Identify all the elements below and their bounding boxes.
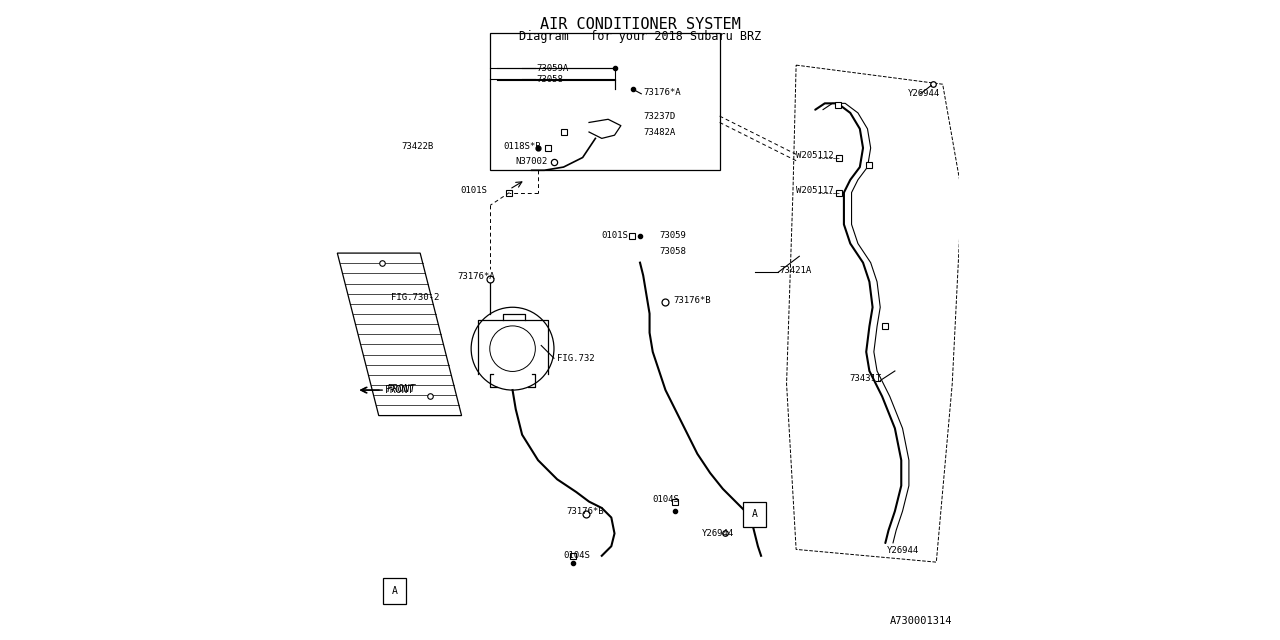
Text: 73237D: 73237D xyxy=(643,111,676,120)
Text: Y26944: Y26944 xyxy=(908,90,940,99)
Text: 73058: 73058 xyxy=(659,247,686,256)
Text: FIG.732: FIG.732 xyxy=(557,354,595,363)
Text: 0101S: 0101S xyxy=(461,186,488,195)
Text: W205117: W205117 xyxy=(796,186,833,195)
Text: 73176*A: 73176*A xyxy=(457,272,495,281)
Text: FRONT: FRONT xyxy=(385,385,415,395)
Text: FIG.730-2: FIG.730-2 xyxy=(392,293,440,302)
Text: W205112: W205112 xyxy=(796,151,833,160)
Text: 0104S: 0104S xyxy=(563,551,590,560)
Text: 73421A: 73421A xyxy=(780,266,812,275)
Text: 73176*B: 73176*B xyxy=(567,507,604,516)
Text: 0101S: 0101S xyxy=(602,232,628,241)
Bar xyxy=(490,33,719,170)
Text: 73431T: 73431T xyxy=(849,374,881,383)
Text: A730001314: A730001314 xyxy=(890,616,952,626)
Text: 73176*A: 73176*A xyxy=(643,88,681,97)
Text: Diagram   for your 2018 Subaru BRZ: Diagram for your 2018 Subaru BRZ xyxy=(518,30,762,43)
Text: Y26944: Y26944 xyxy=(701,529,733,538)
Text: A: A xyxy=(751,509,758,519)
Text: N37002: N37002 xyxy=(516,157,548,166)
Text: 73176*B: 73176*B xyxy=(673,296,712,305)
Text: 73059A: 73059A xyxy=(536,64,570,73)
Text: Y26944: Y26944 xyxy=(887,546,919,555)
FancyBboxPatch shape xyxy=(744,502,767,527)
FancyBboxPatch shape xyxy=(383,578,406,604)
Text: 0104S: 0104S xyxy=(653,495,680,504)
Text: 73059: 73059 xyxy=(659,232,686,241)
Text: 0118S*B: 0118S*B xyxy=(503,141,540,150)
Text: 73482A: 73482A xyxy=(643,127,676,136)
Text: A: A xyxy=(392,586,398,596)
Text: 73058: 73058 xyxy=(536,75,563,84)
Text: FRONT: FRONT xyxy=(387,384,416,394)
Text: 73422B: 73422B xyxy=(401,141,434,150)
Text: AIR CONDITIONER SYSTEM: AIR CONDITIONER SYSTEM xyxy=(540,17,740,32)
